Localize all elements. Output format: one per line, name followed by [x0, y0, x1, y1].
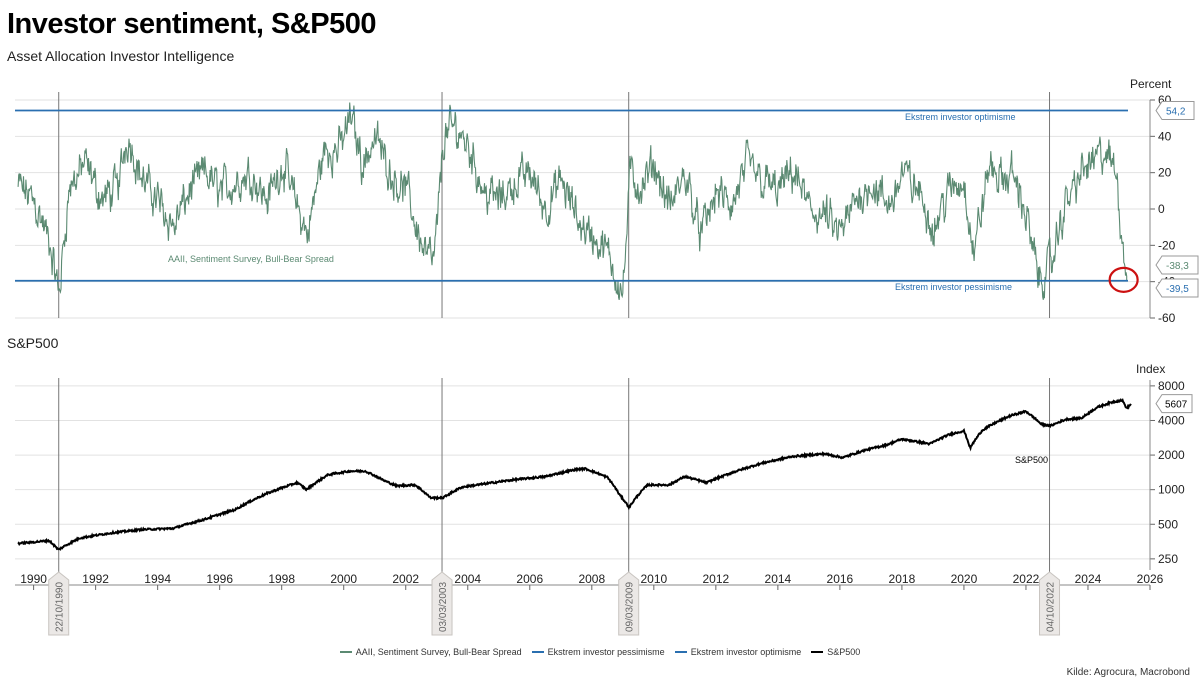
callout-spread-value-box — [1155, 255, 1199, 275]
event-date-text: 09/03/2009 — [625, 582, 636, 632]
x-tick-label: 2016 — [827, 572, 854, 586]
sp500-panel-title: S&P500 — [7, 335, 59, 351]
x-tick-label: 1994 — [144, 572, 171, 586]
sp500-y-tick-label: 500 — [1158, 517, 1178, 531]
callout-optimism-value-box — [1155, 101, 1195, 121]
x-tick-label: 2018 — [889, 572, 916, 586]
x-tick-label: 1996 — [206, 572, 233, 586]
x-tick-label: 2026 — [1137, 572, 1164, 586]
series-sp500-line — [17, 397, 1132, 551]
sp500-y-tick-label: 8000 — [1158, 379, 1185, 393]
x-tick-label: 2020 — [951, 572, 978, 586]
label-extreme-pessimism: Ekstrem investor pessimisme — [895, 282, 1012, 292]
sp500-y-tick-label: 4000 — [1158, 413, 1185, 427]
chart-subtitle: Asset Allocation Investor Intelligence — [7, 48, 235, 64]
callout-optimism-value: 54,2 — [1155, 101, 1195, 121]
legend-swatch — [531, 651, 544, 653]
legend-item: Ekstrem investor pessimisme — [531, 647, 665, 657]
callout-spread-value-text: -38,3 — [1166, 261, 1189, 272]
event-date-marker: 03/03/2003 — [431, 571, 453, 636]
source-note: Kilde: Agrocura, Macrobond — [1066, 667, 1190, 678]
series-label-sp500: S&P500 — [1015, 455, 1048, 465]
series-label-spread: AAII, Sentiment Survey, Bull-Bear Spread — [168, 254, 334, 264]
label-extreme-optimism: Ekstrem investor optimisme — [905, 112, 1016, 122]
callout-sp500-value-box — [1155, 394, 1193, 414]
x-tick-label: 2024 — [1075, 572, 1102, 586]
event-date-marker: 04/10/2022 — [1039, 571, 1061, 636]
x-tick-label: 2010 — [640, 572, 667, 586]
callout-pessimism-value-box — [1155, 278, 1199, 298]
legend-swatch — [811, 651, 824, 653]
event-date-text: 04/10/2022 — [1046, 582, 1057, 632]
legend-swatch — [674, 651, 687, 653]
legend-swatch — [339, 651, 352, 653]
callout-optimism-value-text: 54,2 — [1166, 107, 1186, 118]
x-tick-label: 2002 — [392, 572, 419, 586]
legend-item: S&P500 — [811, 647, 860, 657]
callout-sp500-value: 5607 — [1155, 394, 1193, 414]
legend: AAII, Sentiment Survey, Bull-Bear Spread… — [0, 645, 1200, 657]
event-date-box — [48, 571, 70, 636]
x-tick-label: 2012 — [702, 572, 729, 586]
legend-item: AAII, Sentiment Survey, Bull-Bear Spread — [339, 647, 522, 657]
sp500-unit-label: Index — [1136, 362, 1165, 376]
x-tick-label: 2014 — [765, 572, 792, 586]
event-date-text: 22/10/1990 — [55, 582, 66, 632]
sentiment-y-tick-label: -60 — [1158, 311, 1176, 325]
highlight-circle — [1108, 266, 1139, 293]
sentiment-y-tick-label: -20 — [1158, 238, 1176, 252]
event-date-box — [618, 571, 640, 636]
x-tick-label: 2000 — [330, 572, 357, 586]
callout-spread-value: -38,3 — [1155, 255, 1199, 275]
callout-pessimism-value: -39,5 — [1155, 278, 1199, 298]
sentiment-unit-label: Percent — [1130, 77, 1172, 91]
event-date-text: 03/03/2003 — [438, 582, 449, 632]
sp500-y-tick-label: 1000 — [1158, 483, 1185, 497]
sentiment-y-tick-label: 0 — [1158, 202, 1165, 216]
x-tick-label: 2004 — [454, 572, 481, 586]
event-date-box — [1039, 571, 1061, 636]
sp500-y-tick-label: 250 — [1158, 552, 1178, 566]
chart-title: Investor sentiment, S&P500 — [7, 8, 376, 40]
x-tick-label: 2022 — [1013, 572, 1040, 586]
legend-label: AAII, Sentiment Survey, Bull-Bear Spread — [355, 647, 522, 657]
event-date-marker: 09/03/2009 — [618, 571, 640, 636]
sentiment-y-tick-label: 20 — [1158, 166, 1172, 180]
callout-sp500-value-text: 5607 — [1165, 400, 1188, 411]
sp500-y-tick-label: 2000 — [1158, 448, 1185, 462]
legend-label: Ekstrem investor optimisme — [690, 647, 802, 657]
sentiment-y-tick-label: 40 — [1158, 129, 1172, 143]
event-date-marker: 22/10/1990 — [48, 571, 70, 636]
event-date-box — [431, 571, 453, 636]
x-tick-label: 2008 — [578, 572, 605, 586]
legend-label: Ekstrem investor pessimisme — [547, 647, 665, 657]
series-bull-bear-spread-line — [17, 102, 1128, 300]
x-tick-label: 1990 — [20, 572, 47, 586]
callout-pessimism-value-text: -39,5 — [1166, 284, 1189, 295]
x-tick-label: 1998 — [268, 572, 295, 586]
legend-item: Ekstrem investor optimisme — [674, 647, 802, 657]
x-tick-label: 1992 — [82, 572, 109, 586]
x-tick-label: 2006 — [516, 572, 543, 586]
legend-label: S&P500 — [827, 647, 861, 657]
